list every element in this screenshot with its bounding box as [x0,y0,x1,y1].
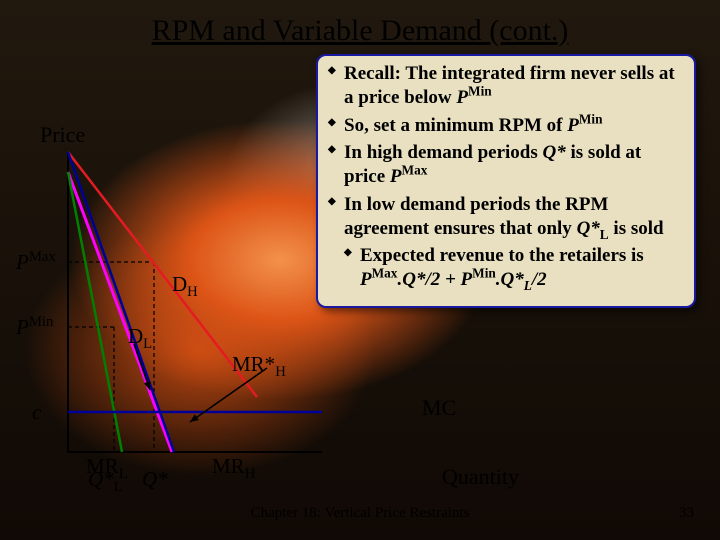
label-mrl: MRL [86,454,128,479]
b5-p1: P [360,269,372,290]
bullet-4: In low demand periods the RPM agreement … [328,193,686,241]
b2-var: P [567,115,579,136]
xtick-qstar: Q* [142,467,168,492]
b5-end: /2 [532,269,547,290]
b1-sup: Min [468,83,492,98]
footer-page: 33 [679,505,694,522]
label-mrh: MRH [212,454,255,479]
y-axis-label: Price [40,122,85,148]
b4-q: Q* [577,218,600,239]
label-mc: MC [422,395,456,421]
ytick-pmax: PMax [16,250,56,275]
b1-var: P [456,87,468,108]
dh-txt: D [172,272,187,296]
b3-sup: Max [402,163,428,178]
b3-var: P [390,166,402,187]
label-dh: DH [172,272,198,297]
bullet-1: Recall: The integrated firm never sells … [328,62,686,110]
dl-txt: D [128,324,143,348]
dl-sub: L [143,336,152,352]
b1-text: Recall: The integrated firm never sells … [344,63,675,108]
b4-sub: L [600,226,609,241]
slide-title: RPM and Variable Demand (cont.) [16,12,704,54]
b5-p2: P [461,269,473,290]
b2-text: So, set a minimum RPM of [344,115,567,136]
mrhs-txt: MR* [232,352,275,376]
ytick-pmin: PMin [16,315,53,340]
mrl-txt: MR [86,454,119,478]
bullet-5: Expected revenue to the retailers is PMa… [344,244,686,292]
bullet-3: In high demand periods Q* is sold at pri… [328,141,686,189]
b3-q: Q* [543,142,566,163]
pmax-sup: Max [29,249,56,265]
ytick-c: c [32,400,41,425]
b5-s1: Max [372,266,398,281]
dh-sub: H [187,284,198,300]
label-dl: DL [128,324,152,349]
b5-s2: Min [472,266,496,281]
mrhs-sub: H [275,364,286,380]
footer-center: Chapter 18: Vertical Price Restraints [251,505,470,522]
b4-pre: In low demand periods the RPM agreement … [344,194,608,239]
b2-sup: Min [579,111,603,126]
pmin-var: P [16,315,29,339]
economics-chart: Price PMax PMin c Q*L Q* DH DL MRL MRH M… [22,122,352,522]
b3-pre: In high demand periods [344,142,543,163]
label-mrh-star: MR*H [232,352,286,377]
b5-pre: Expected revenue to the retailers is [360,245,644,266]
mrl-sub: L [119,466,128,482]
mrh-txt: MR [212,454,245,478]
b5-q2: .Q* [496,269,524,290]
x-axis-label: Quantity [442,464,519,490]
b5-q1: .Q*/2 + [397,269,460,290]
bullet-2: So, set a minimum RPM of PMin [328,114,686,138]
b5-sub: L [524,278,532,293]
pmax-var: P [16,250,29,274]
bullet-textbox: Recall: The integrated firm never sells … [316,54,696,308]
b4-post: is sold [609,218,664,239]
mrh-sub: H [245,466,256,482]
pmin-sup: Min [29,314,53,330]
slide: RPM and Variable Demand (cont.) Recall: … [16,12,704,524]
